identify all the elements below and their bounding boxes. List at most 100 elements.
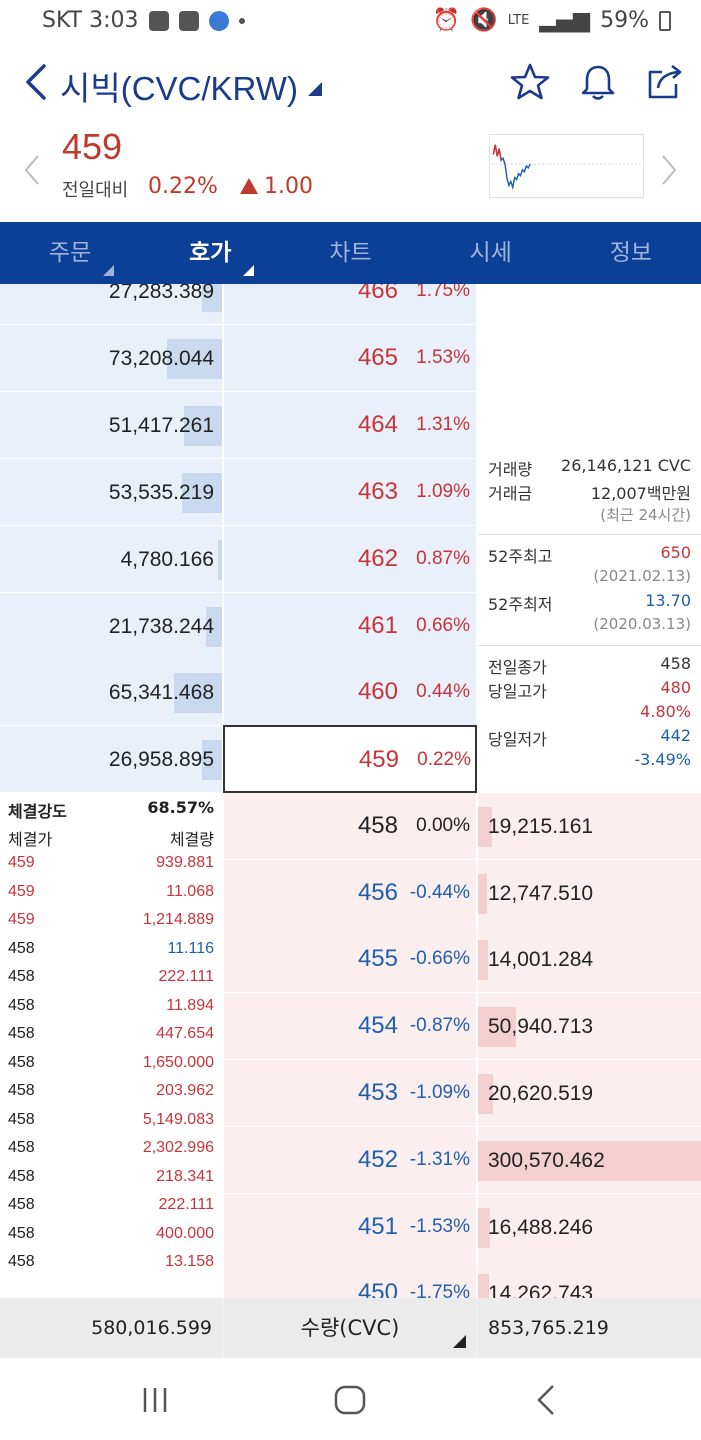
tab-label: 차트 xyxy=(329,240,372,266)
bid-pct: -0.66% xyxy=(409,948,470,969)
trade-qty: 400.000 xyxy=(156,1224,214,1242)
signal-icon: ▂▄▆ xyxy=(539,8,591,33)
status-bar: SKT 3:03 ⏰ 🔇 LTE ▂▄▆ 59% xyxy=(0,0,701,44)
mute-icon: 🔇 xyxy=(470,8,498,33)
tab-label: 시세 xyxy=(469,240,512,266)
bell-icon[interactable] xyxy=(578,62,618,102)
bid-pct: -1.75% xyxy=(409,1282,470,1298)
trade-row: 458 447.654 xyxy=(0,1025,222,1054)
coin-select-caret-icon[interactable] xyxy=(308,82,322,96)
ask-row[interactable]: 27,283.389 466 1.75% xyxy=(0,284,701,324)
trade-price: 458 xyxy=(8,939,35,957)
ask-qty: 27,283.389 xyxy=(108,284,214,303)
prev-coin-icon[interactable] xyxy=(22,150,42,190)
unit-selector[interactable]: 수량(CVC) xyxy=(224,1298,476,1358)
bid-total: 853,765.219 xyxy=(488,1317,609,1339)
high52-label: 52주최고 xyxy=(488,547,553,566)
bid-price: 450 xyxy=(357,1279,398,1298)
app-header: 시빅(CVC/KRW) xyxy=(0,44,701,120)
trade-price: 458 xyxy=(8,968,35,985)
bid-qty: 16,488.246 xyxy=(488,1216,594,1239)
bid-row[interactable]: 452 -1.31% 300,570.462 xyxy=(0,1127,701,1193)
ask-pct: 0.87% xyxy=(416,548,470,569)
tab-info[interactable]: 정보 xyxy=(561,222,701,284)
tab-orderbook[interactable]: 호가 xyxy=(140,222,280,284)
ask-qty: 73,208.044 xyxy=(108,347,214,370)
ask-row[interactable]: 21,738.244 461 0.66% xyxy=(0,593,701,659)
home-icon[interactable] xyxy=(330,1380,370,1420)
tab-label: 주문 xyxy=(48,240,92,266)
bid-pct: -1.09% xyxy=(409,1082,470,1103)
bid-price: 458 xyxy=(357,812,398,839)
bid-price: 454 xyxy=(357,1012,398,1039)
ask-pct: 0.22% xyxy=(417,749,471,770)
bid-row[interactable]: 453 -1.09% 20,620.519 xyxy=(0,1060,701,1126)
star-icon[interactable] xyxy=(510,62,550,102)
ask-row[interactable]: 65,341.468 460 0.44% xyxy=(0,659,701,725)
back-nav-icon[interactable] xyxy=(527,1380,567,1420)
bid-qty: 19,215.161 xyxy=(488,815,594,838)
ask-price: 462 xyxy=(357,545,398,572)
unit-label: 수량(CVC) xyxy=(300,1316,400,1340)
ask-qty: 26,958.895 xyxy=(108,748,214,771)
back-icon[interactable] xyxy=(18,62,54,102)
recent-apps-icon[interactable] xyxy=(135,1380,175,1420)
ask-qty: 4,780.166 xyxy=(120,548,214,571)
order-book[interactable]: 27,283.389 466 1.75% 73,208.044 465 1.53% … xyxy=(0,284,701,1298)
gallery-icon xyxy=(178,10,199,31)
strength-value: 68.57% xyxy=(147,798,214,817)
trade-price: 459 xyxy=(8,882,35,900)
ask-row[interactable]: 4,780.166 462 0.87% xyxy=(0,526,701,592)
bid-row[interactable]: 458 0.00% 19,215.161 xyxy=(0,793,701,859)
ask-row[interactable]: 53,535.219 463 1.09% xyxy=(0,459,701,525)
carrier-time: SKT 3:03 xyxy=(42,8,139,33)
day-high-pct: 4.80% xyxy=(640,702,691,721)
bid-price: 452 xyxy=(357,1146,398,1173)
ask-price: 465 xyxy=(357,344,398,371)
ask-row[interactable]: 73,208.044 465 1.53% xyxy=(0,325,701,391)
recent-trades: 체결강도 68.57% 체결가 체결량 459 939.881 459 11.068 459… xyxy=(0,798,222,1282)
trade-qty: 11.116 xyxy=(167,939,214,957)
tab-order[interactable]: 주문 xyxy=(0,222,140,284)
high52-value: 650 xyxy=(660,543,691,562)
trade-price: 458 xyxy=(8,1196,35,1213)
mini-chart[interactable] xyxy=(489,134,644,198)
change-percent: 0.22% xyxy=(148,174,218,199)
bid-price: 456 xyxy=(357,879,398,906)
ask-pct: 1.09% xyxy=(416,481,470,502)
tab-market[interactable]: 시세 xyxy=(421,222,561,284)
ask-pct: 0.44% xyxy=(416,681,470,702)
amount-value: 12,007백만원 xyxy=(590,484,691,503)
coin-title[interactable]: 시빅(CVC/KRW) xyxy=(60,70,298,107)
ask-row[interactable]: 51,417.261 464 1.31% xyxy=(0,392,701,458)
bid-price: 455 xyxy=(357,945,398,972)
up-triangle-icon xyxy=(240,178,258,194)
trade-qty: 222.111 xyxy=(158,968,214,985)
trade-price: 458 xyxy=(8,1110,35,1128)
trade-qty: 939.881 xyxy=(156,854,214,871)
bid-row[interactable]: 450 -1.75% 14,262.743 xyxy=(0,1260,701,1298)
trade-price: 459 xyxy=(8,854,35,871)
next-coin-icon[interactable] xyxy=(659,150,679,190)
bid-pct: -1.31% xyxy=(409,1149,470,1170)
bid-row[interactable]: 456 -0.44% 12,747.510 xyxy=(0,860,701,926)
prev-close-value: 458 xyxy=(660,654,691,673)
trade-qty: 218.341 xyxy=(156,1167,214,1185)
change-label: 전일대비 xyxy=(62,180,129,201)
bid-row[interactable]: 454 -0.87% 50,940.713 xyxy=(0,993,701,1059)
day-low-value: 442 xyxy=(660,726,691,745)
share-icon[interactable] xyxy=(646,62,686,102)
trade-row: 459 11.068 xyxy=(0,883,222,912)
alarm-icon: ⏰ xyxy=(432,8,461,33)
trade-qty: 203.962 xyxy=(156,1082,214,1099)
trade-row: 458 2,302.996 xyxy=(0,1139,222,1168)
bid-row[interactable]: 451 -1.53% 16,488.246 xyxy=(0,1194,701,1260)
current-price-row[interactable]: 459 0.22% xyxy=(223,725,477,793)
ask-pct: 1.75% xyxy=(416,284,470,301)
unit-caret-icon xyxy=(453,1335,466,1348)
tab-chart[interactable]: 차트 xyxy=(280,222,420,284)
trade-row: 458 222.111 xyxy=(0,968,222,997)
current-price: 459 xyxy=(62,126,123,167)
trade-row: 459 939.881 xyxy=(0,854,222,883)
bid-row[interactable]: 455 -0.66% 14,001.284 xyxy=(0,926,701,992)
